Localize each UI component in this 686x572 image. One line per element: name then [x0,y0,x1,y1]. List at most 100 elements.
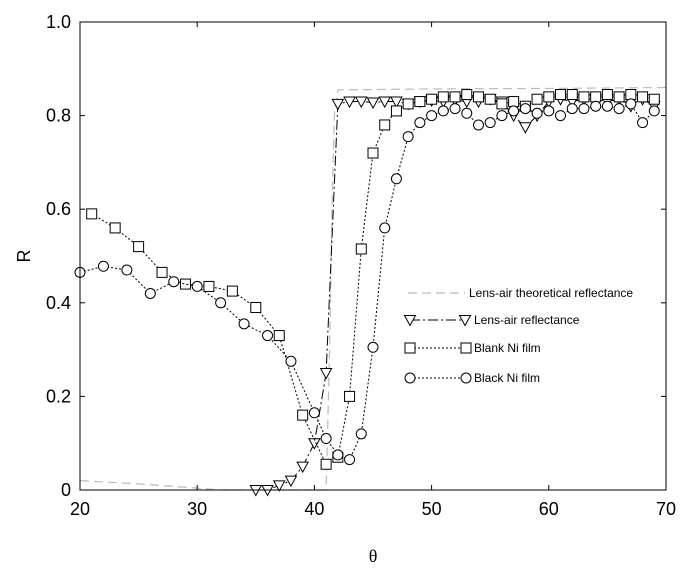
legend-label: Lens-air reflectance [474,313,580,327]
data-point [250,301,262,313]
data-point [308,407,320,419]
data-point [625,98,637,110]
data-point [531,107,543,119]
data-point [601,100,613,112]
y-tick-label: 0.6 [46,199,71,219]
data-point [519,122,532,134]
data-point [168,276,180,288]
data-point [390,105,402,117]
data-point [472,119,484,131]
data-point [344,454,356,466]
data-point [215,297,227,309]
plot-frame [79,21,667,491]
data-point [648,105,660,117]
series-3 [86,89,660,470]
y-tick-label: 0 [61,480,71,500]
data-point [402,131,414,143]
legend: Lens-air theoretical reflectance Lens-air… [403,286,633,385]
data-point [496,110,508,122]
data-point [272,480,286,492]
data-point [414,117,426,129]
data-point [354,96,368,109]
legend-label: Lens-air theoretical reflectance [469,286,633,300]
data-point [437,105,449,117]
data-point [414,96,426,108]
legend-label: Blank Ni film [474,341,541,355]
legend-marker [404,372,416,384]
legend-item: Blank Ni film [404,341,541,355]
legend-marker [460,342,472,354]
data-point [320,458,332,470]
data-point [461,107,473,119]
data-point [367,341,379,353]
data-point [402,98,414,110]
x-axis-title: θ [369,546,378,566]
data-point [355,428,367,440]
data-point [191,280,203,292]
data-point [590,91,602,103]
data-point [262,330,274,342]
data-point [379,222,391,234]
legend-marker [460,372,472,384]
x-tick-label: 30 [187,499,207,519]
data-point [319,368,333,380]
data-point [590,100,602,112]
data-point [508,105,520,117]
data-point [566,103,578,115]
data-point [156,266,168,278]
data-point [472,91,484,103]
series-4 [74,98,660,466]
data-point [285,355,297,367]
data-point [332,449,344,461]
data-point [378,96,392,109]
legend-marker [458,315,472,327]
y-tick-label: 0.4 [46,293,71,313]
data-point [637,117,649,129]
data-point [519,103,531,115]
ticks-layer: 20 30 40 50 60 70 0 0.2 0.4 0.6 0.8 1.0 [46,12,676,519]
data-point [297,409,309,421]
x-tick-label: 50 [422,499,442,519]
data-point [97,260,109,272]
data-point [508,96,520,108]
data-point [566,89,578,101]
data-point [484,93,496,105]
data-point [296,461,310,474]
data-point [144,287,156,299]
data-point [121,264,133,276]
data-point [179,278,191,290]
data-point [484,117,496,129]
legend-label: Black Ni film [474,371,540,385]
data-point [543,105,555,117]
x-tick-label: 60 [539,499,559,519]
data-point [449,103,461,115]
data-point [613,91,625,103]
data-point [426,110,438,122]
data-point [109,222,121,234]
data-point [331,98,345,111]
data-point [133,241,145,253]
data-point [578,91,590,103]
data-point [366,97,380,110]
data-point [226,285,238,297]
data-point [601,89,613,101]
data-point [625,89,637,101]
data-point [203,280,215,292]
y-axis-title: R [14,250,34,263]
data-point [648,93,660,105]
legend-item: Black Ni film [404,371,540,385]
data-point [531,93,543,105]
x-tick-label: 20 [70,499,90,519]
data-point [367,147,379,159]
data-point [555,110,567,122]
data-point [449,91,461,103]
legend-item: Lens-air reflectance [403,313,580,327]
data-point [284,475,298,488]
legend-marker [403,315,417,327]
data-point [461,89,473,101]
data-point [238,318,250,330]
y-tick-label: 0.2 [46,386,71,406]
data-point [355,243,367,255]
series-line [79,103,655,461]
